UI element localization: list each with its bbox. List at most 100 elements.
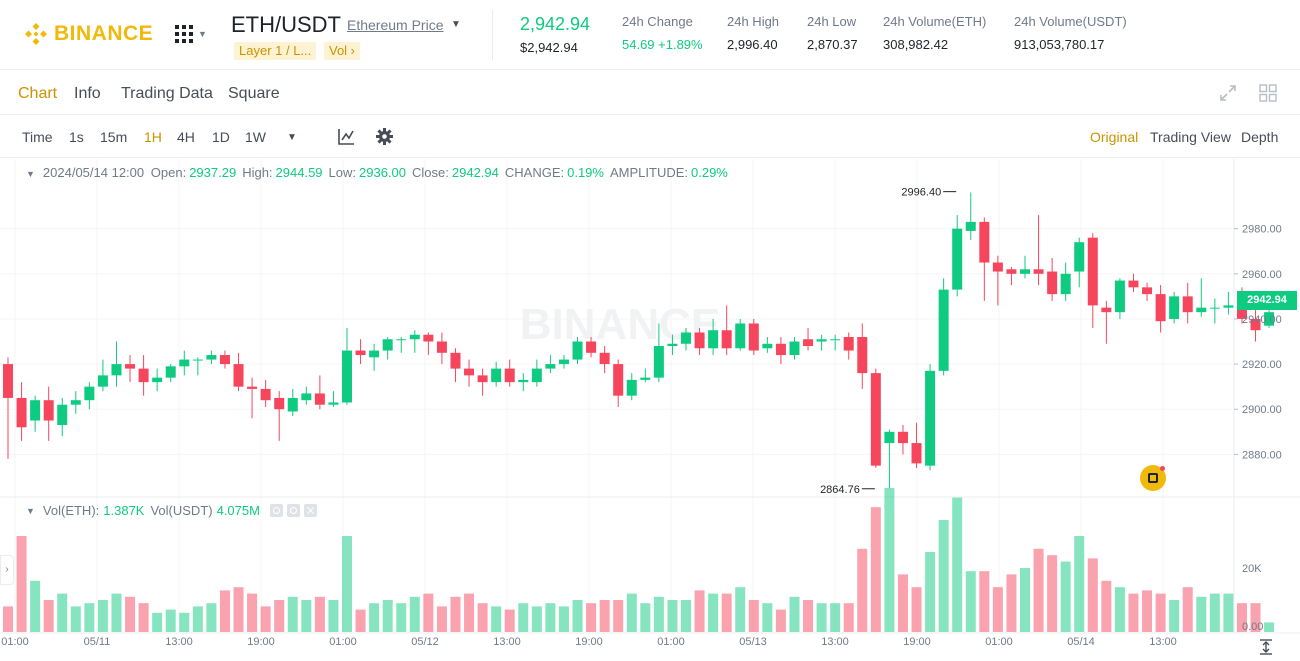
view-trading-view[interactable]: Trading View [1150, 129, 1231, 145]
candle-body [735, 323, 746, 349]
indicators-icon[interactable] [338, 128, 355, 145]
grid-menu-icon [175, 25, 193, 43]
apps-menu-button[interactable]: ▼ [175, 25, 207, 43]
timeframe-more-caret-icon[interactable]: ▼ [287, 132, 297, 143]
close-icon[interactable] [303, 504, 317, 517]
candle-body [328, 402, 339, 405]
collapse-caret-icon[interactable]: ▼ [26, 169, 35, 179]
time-tick-label: 05/11 [84, 636, 111, 648]
tab-info[interactable]: Info [74, 85, 101, 102]
volume-bar [735, 587, 746, 632]
price-alert-button[interactable] [1140, 465, 1166, 491]
candle-body [545, 364, 556, 369]
candle-body [1006, 269, 1017, 274]
candle-body [1264, 312, 1275, 326]
volume-bar [1209, 593, 1220, 632]
candle-body [803, 339, 814, 347]
timeframe-15m[interactable]: 15m [100, 129, 128, 145]
info-amplitude: 0.29% [691, 165, 728, 180]
candle-body [382, 339, 393, 351]
volume-bar [626, 593, 637, 632]
settings-gear-icon[interactable] [376, 128, 393, 145]
annotation-label: 2996.40 [901, 187, 941, 199]
view-depth[interactable]: Depth [1241, 129, 1279, 145]
time-tick-label: 05/14 [1067, 636, 1095, 648]
binance-logo[interactable]: BINANCE [24, 22, 153, 46]
timeframe-time[interactable]: Time [22, 129, 53, 145]
volume-bar [979, 571, 990, 632]
caret-down-icon[interactable]: ▼ [451, 19, 461, 30]
tab-square[interactable]: Square [228, 85, 280, 102]
layout-grid-icon[interactable] [1259, 84, 1277, 102]
visibility-icon[interactable] [269, 504, 283, 517]
time-tick-label: 05/13 [739, 636, 767, 648]
candle-body [1033, 269, 1044, 274]
candle-body [1182, 296, 1193, 313]
candle-body [816, 339, 827, 342]
info-low-label: Low: [328, 165, 357, 180]
stat-label: 24h High [727, 14, 780, 29]
tab-chart[interactable]: Chart [18, 85, 58, 102]
candle-body [708, 330, 719, 349]
candle-body [1128, 280, 1139, 288]
price-axis: 2980.00 2960.00 2940.00 2920.00 2900.00 2880.… [1234, 224, 1282, 633]
logo-text: BINANCE [54, 22, 154, 45]
candle-body [152, 377, 163, 383]
volume-bar [667, 600, 678, 632]
candle-body [586, 341, 597, 353]
annotation-label: 2864.76 [820, 484, 860, 496]
info-amplitude-label: AMPLITUDE: [609, 165, 688, 180]
volume-tick-label: 0.00 [1242, 621, 1263, 633]
timeframe-4h[interactable]: 4H [177, 129, 195, 145]
volume-layer [3, 488, 1275, 632]
timeframe-1s[interactable]: 1s [69, 129, 84, 145]
candle-body [1155, 294, 1166, 322]
stat-24h-low: 24h Low 2,870.37 [807, 14, 858, 52]
candle-body [287, 397, 298, 412]
time-tick-label: 19:00 [247, 636, 275, 648]
binance-logo-icon [25, 23, 47, 45]
volume-bar [1264, 622, 1275, 632]
candle-body [681, 332, 691, 344]
candle-body [558, 359, 569, 365]
volume-bar [1074, 536, 1085, 632]
candle-body [301, 393, 312, 401]
volume-bar [450, 596, 461, 632]
candle-body [952, 228, 963, 290]
chart-area[interactable]: BINANCE 2980.00 2960.00 2940.00 2920.00 2900… [0, 159, 1300, 661]
chart-toolbar: Time 1s 15m 1H 4H 1D 1W ▼ Original Tradi… [0, 116, 1300, 158]
tab-trading-data[interactable]: Trading Data [121, 85, 213, 102]
category-tag[interactable]: Layer 1 / L... [234, 42, 317, 60]
volume-bar [16, 536, 27, 632]
candle-body [260, 388, 271, 401]
expand-icon[interactable] [1219, 84, 1237, 102]
candle-body [192, 359, 203, 361]
side-panel-toggle[interactable]: › [0, 555, 14, 585]
timeframe-1d[interactable]: 1D [212, 129, 230, 145]
ethereum-price-link[interactable]: Ethereum Price [347, 17, 444, 33]
alert-icon [1148, 473, 1158, 483]
volume-bar [274, 600, 285, 632]
timeframe-1h[interactable]: 1H [144, 129, 162, 145]
timeframe-1w[interactable]: 1W [245, 129, 266, 145]
time-tick-label: 01:00 [1, 636, 29, 648]
candle-body [409, 334, 420, 340]
candlestick-chart[interactable]: BINANCE 2980.002960.002940.002920.002900… [0, 159, 1300, 661]
axis-scale-icon[interactable] [1259, 639, 1273, 655]
volume-bar [328, 600, 339, 632]
candle-body [870, 373, 881, 466]
view-original[interactable]: Original [1090, 129, 1139, 145]
candle-body [857, 337, 868, 374]
candle-body [369, 350, 380, 358]
collapse-caret-icon[interactable]: ▼ [26, 505, 35, 516]
settings-icon[interactable] [286, 504, 300, 517]
volume-bar [219, 590, 230, 632]
info-open-label: Open: [150, 165, 187, 180]
volume-bar [558, 606, 569, 632]
candle-body [897, 431, 908, 444]
candle-body [165, 366, 176, 378]
stat-24h-change: 24h Change 54.69 +1.89% [622, 14, 703, 52]
volume-tag[interactable]: Vol › [324, 42, 361, 60]
candle-body [653, 346, 664, 378]
volume-bar [165, 609, 176, 632]
